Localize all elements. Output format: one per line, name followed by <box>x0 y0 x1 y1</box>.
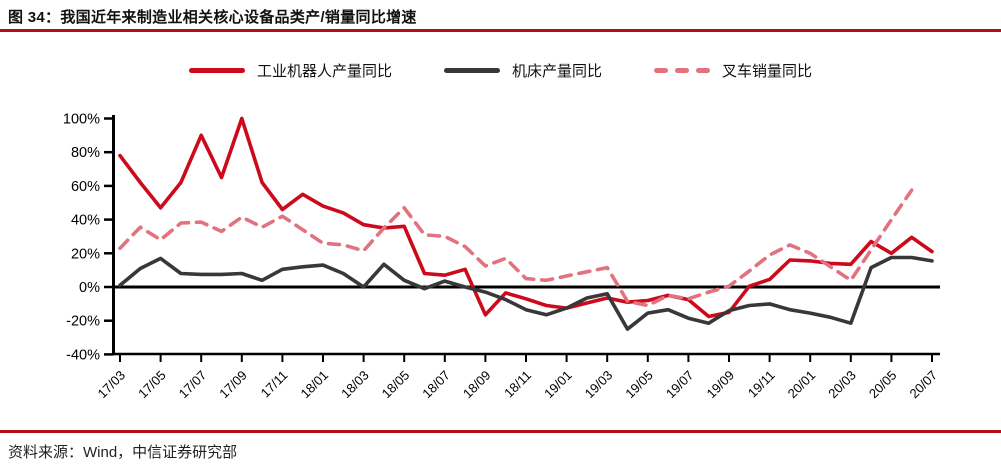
series-line-machine-tool-output-yoy <box>118 255 934 331</box>
footer-rule <box>0 430 1001 433</box>
x-tick-label: 18/03 <box>338 368 372 402</box>
x-tick-label: 18/05 <box>379 368 413 402</box>
x-tick-label: 17/11 <box>258 368 291 401</box>
x-tick-label: 20/01 <box>785 368 819 402</box>
legend-label: 机床产量同比 <box>511 63 602 80</box>
y-tick-label: 40% <box>71 213 100 229</box>
x-tick-label: 20/07 <box>907 368 941 402</box>
x-tick-label: 19/03 <box>582 368 616 402</box>
title-rule <box>0 29 1001 32</box>
x-tick-label: 19/07 <box>663 368 697 402</box>
legend-item-industrial-robot: 工业机器人产量同比 <box>188 60 392 81</box>
y-tick-label: 60% <box>71 179 100 195</box>
x-tick-label: 18/01 <box>298 368 332 402</box>
x-tick-label: 19/01 <box>541 368 575 402</box>
y-tick-label: -40% <box>66 347 100 363</box>
legend-item-forklift: 叉车销量同比 <box>654 60 812 81</box>
legend-item-machine-tool: 机床产量同比 <box>443 60 602 81</box>
legend-swatch-red-line <box>188 68 245 73</box>
y-tick-label: 0% <box>79 280 100 296</box>
x-tick-label: 19/09 <box>704 368 738 402</box>
x-tick-label: 17/09 <box>216 368 250 402</box>
x-tick-label: 19/05 <box>622 368 656 402</box>
x-tick-label: 18/07 <box>419 368 453 402</box>
x-tick-label: 17/07 <box>176 368 210 402</box>
x-tick-label: 17/03 <box>95 368 129 402</box>
series-line-forklift-sales-yoy <box>118 188 914 308</box>
x-tick-label: 19/11 <box>745 368 778 401</box>
y-tick-label: 20% <box>71 246 100 262</box>
legend-label: 工业机器人产量同比 <box>256 63 392 80</box>
x-tick-label: 18/09 <box>460 368 494 402</box>
chart-legend: 工业机器人产量同比 机床产量同比 叉车销量同比 <box>0 60 1001 81</box>
x-tick-label: 18/11 <box>501 368 534 401</box>
source-note: 资料来源：Wind，中信证券研究部 <box>8 444 238 461</box>
legend-swatch-pink-dashed <box>654 68 710 73</box>
figure-title: 图 34：我国近年来制造业相关核心设备品类产/销量同比增速 <box>8 9 417 26</box>
y-tick-label: 100% <box>63 112 100 128</box>
legend-swatch-dark-line <box>443 68 500 73</box>
x-tick-label: 20/05 <box>866 368 900 402</box>
y-tick-label: -20% <box>66 314 100 330</box>
x-tick-label: 20/03 <box>825 368 859 402</box>
y-tick-label: 80% <box>71 145 100 161</box>
legend-label: 叉车销量同比 <box>722 63 813 80</box>
series-line-industrial-robot-output-yoy <box>118 116 934 319</box>
x-tick-label: 17/05 <box>135 368 169 402</box>
